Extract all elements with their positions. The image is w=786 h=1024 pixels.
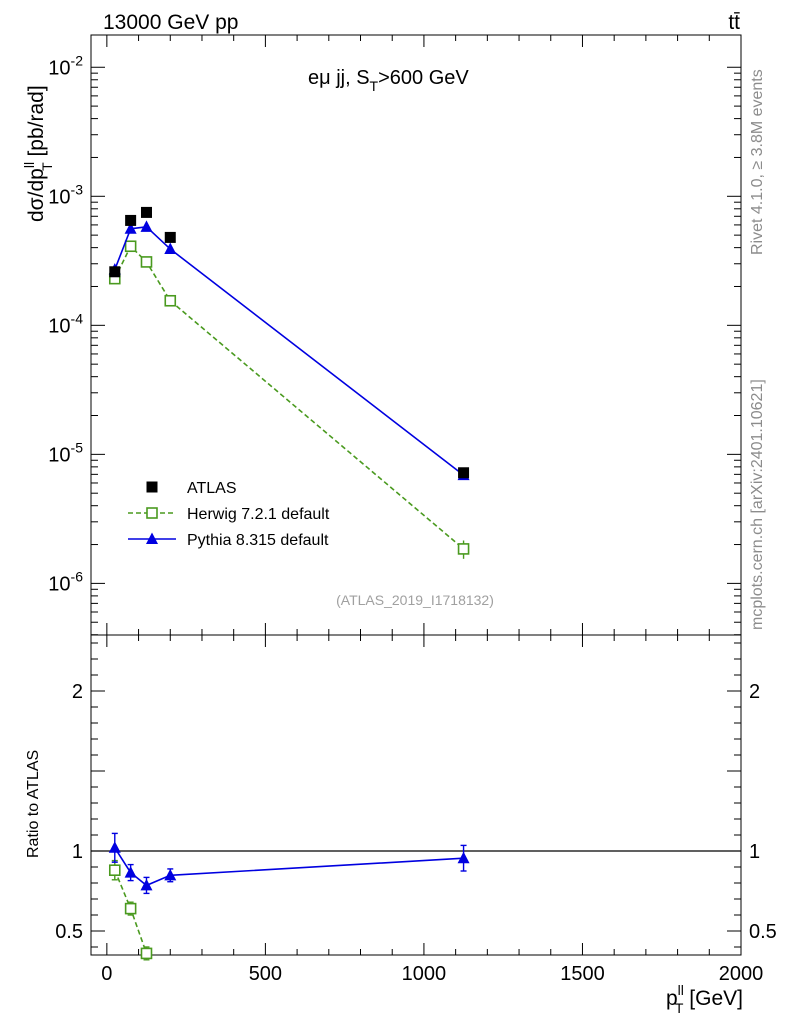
y-label-sub: T [39, 162, 55, 171]
y-tick-label: 10-3 [48, 181, 83, 208]
legend-label-herwig: Herwig 7.2.1 default [187, 506, 330, 523]
ratio-tick-label-right: 1 [749, 841, 760, 863]
y-tick-label: 10-5 [48, 439, 83, 466]
x-tick-label: 0 [101, 963, 112, 985]
y-tick-label: 10-4 [48, 310, 83, 337]
ratio-point-pythia [124, 866, 137, 878]
x-tick-label: 1000 [402, 963, 447, 985]
data-point-data [164, 231, 176, 243]
header-left: 13000 GeV pp [103, 11, 238, 34]
data-point-herwig [164, 294, 177, 307]
legend-marker-data [146, 481, 158, 493]
side-label-upper: Rivet 4.1.0, ≥ 3.8M events [749, 69, 766, 255]
legend: ATLAS Herwig 7.2.1 default Pythia 8.315 de… [128, 480, 330, 549]
series-layer [108, 206, 470, 961]
data-point-pythia [164, 242, 177, 255]
data-point-data [125, 214, 137, 226]
x-axis-label: pll T [GeV] [666, 982, 743, 1016]
ratio-tick-label-right: 0.5 [749, 921, 777, 943]
plot-title-main: eμ jj, S [308, 67, 370, 89]
data-point-herwig [124, 240, 137, 253]
data-point-data [109, 266, 121, 278]
legend-label-data: ATLAS [187, 480, 237, 497]
ratio-tick-label-left: 2 [72, 681, 83, 703]
axes-layer: 0 500 1000 1500 2000 10-2 10-3 10-4 10-5 10-6 0.5 0… [48, 35, 777, 985]
x-label-sup: ll [678, 982, 684, 998]
ratio-point-pythia [457, 851, 470, 864]
ratio-point-herwig [140, 947, 153, 960]
x-tick-label: 2000 [719, 963, 764, 985]
side-label-lower: mcplots.cern.ch [arXiv:2401.10621] [749, 379, 766, 630]
header-right: tt̄ [728, 11, 740, 34]
ratio-point-herwig [124, 902, 137, 915]
ratio-tick-label-left: 0.5 [55, 921, 83, 943]
ratio-tick-label-left: 1 [72, 841, 83, 863]
y-tick-label: 10-2 [48, 52, 83, 79]
legend-marker-pythia [146, 532, 158, 544]
y-label-tail: [pb/rad] [25, 85, 48, 162]
y-label-main: dσ/dp [25, 168, 48, 222]
ratio-point-pythia [108, 841, 121, 853]
x-label-main: p [666, 987, 678, 1010]
ratio-point-pythia [140, 878, 153, 891]
plot-title-tail: >600 GeV [378, 67, 469, 89]
data-point-pythia [140, 220, 153, 232]
data-point-data [140, 206, 152, 218]
ratio-y-axis-label: Ratio to ATLAS [25, 750, 42, 858]
legend-marker-herwig [146, 507, 158, 519]
ratio-tick-label-right: 2 [749, 681, 760, 703]
ratio-panel-frame [90, 634, 742, 956]
data-point-pythia [124, 222, 137, 234]
x-label-sub: T [675, 1000, 684, 1016]
y-label-sup: ll [21, 162, 37, 168]
data-point-herwig [140, 256, 153, 268]
series-line-herwig [114, 244, 465, 550]
legend-label-pythia: Pythia 8.315 default [187, 532, 329, 549]
data-point-herwig [457, 543, 470, 555]
ratio-point-herwig [108, 864, 121, 877]
analysis-watermark: (ATLAS_2019_I1718132) [336, 592, 494, 608]
ratio-point-pythia [164, 868, 177, 881]
plot-title: eμ jj, ST>600 GeV [308, 67, 469, 94]
series-line-pythia [114, 225, 465, 476]
data-point-data [458, 467, 470, 479]
x-tick-label: 1500 [560, 963, 605, 985]
y-axis-label: dσ/dpll T [pb/rad] [21, 85, 55, 222]
x-label-tail: [GeV] [683, 987, 743, 1010]
x-tick-label: 500 [249, 963, 282, 985]
y-tick-label: 10-6 [48, 568, 83, 595]
plot-title-sub: T [370, 78, 379, 94]
